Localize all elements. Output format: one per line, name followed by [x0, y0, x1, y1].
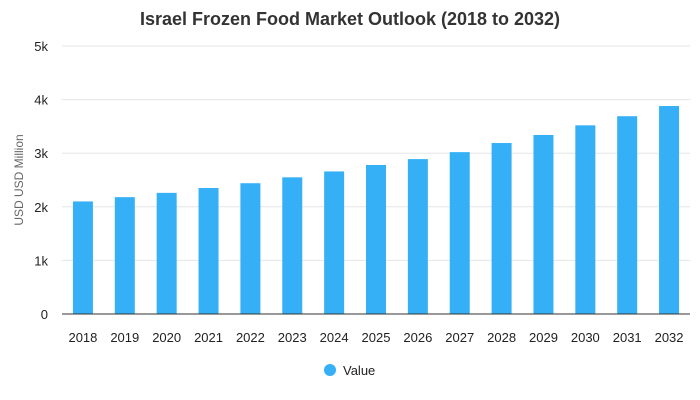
bar-2020[interactable] — [156, 192, 177, 314]
x-tick-label: 2021 — [194, 330, 223, 345]
x-tick-label: 2022 — [236, 330, 265, 345]
legend-label-value: Value — [343, 363, 375, 378]
y-tick-label: 1k — [34, 253, 48, 268]
y-tick-label: 2k — [34, 200, 48, 215]
chart-title: Israel Frozen Food Market Outlook (2018 … — [140, 9, 560, 29]
x-tick-label: 2018 — [68, 330, 97, 345]
x-tick-label: 2032 — [655, 330, 684, 345]
bar-2031[interactable] — [617, 116, 638, 314]
x-tick-label: 2028 — [487, 330, 516, 345]
bar-2023[interactable] — [282, 177, 303, 314]
x-tick-label: 2023 — [278, 330, 307, 345]
x-tick-label: 2030 — [571, 330, 600, 345]
x-tick-label: 2019 — [110, 330, 139, 345]
bar-2028[interactable] — [491, 143, 512, 314]
y-axis-label: USD USD Million — [12, 134, 26, 225]
legend-swatch-value — [324, 364, 336, 376]
bar-2022[interactable] — [240, 183, 261, 314]
y-tick-label: 3k — [34, 146, 48, 161]
bar-2029[interactable] — [533, 134, 554, 314]
bar-2021[interactable] — [198, 188, 219, 314]
legend[interactable]: Value — [324, 363, 375, 378]
x-tick-label: 2020 — [152, 330, 181, 345]
x-tick-label: 2029 — [529, 330, 558, 345]
x-tick-label: 2026 — [403, 330, 432, 345]
bar-2032[interactable] — [659, 106, 680, 314]
x-tick-label: 2025 — [362, 330, 391, 345]
x-tick-label: 2031 — [613, 330, 642, 345]
bar-2027[interactable] — [449, 152, 470, 314]
y-axis-ticks: 0 1k 2k 3k 4k 5k — [34, 39, 48, 322]
x-tick-label: 2024 — [320, 330, 349, 345]
bar-2019[interactable] — [114, 197, 135, 314]
y-tick-label: 0 — [41, 307, 48, 322]
y-tick-label: 4k — [34, 93, 48, 108]
bar-2030[interactable] — [575, 125, 596, 314]
bar-2024[interactable] — [324, 171, 345, 314]
bars — [72, 106, 680, 314]
bar-2026[interactable] — [407, 159, 428, 314]
x-tick-label: 2027 — [445, 330, 474, 345]
x-axis-ticks: 2018 2019 2020 2021 2022 2023 2024 2025 2026 2027… — [68, 330, 683, 345]
bar-2025[interactable] — [366, 164, 386, 314]
y-tick-label: 5k — [34, 39, 48, 54]
bar-2018[interactable] — [72, 201, 93, 314]
